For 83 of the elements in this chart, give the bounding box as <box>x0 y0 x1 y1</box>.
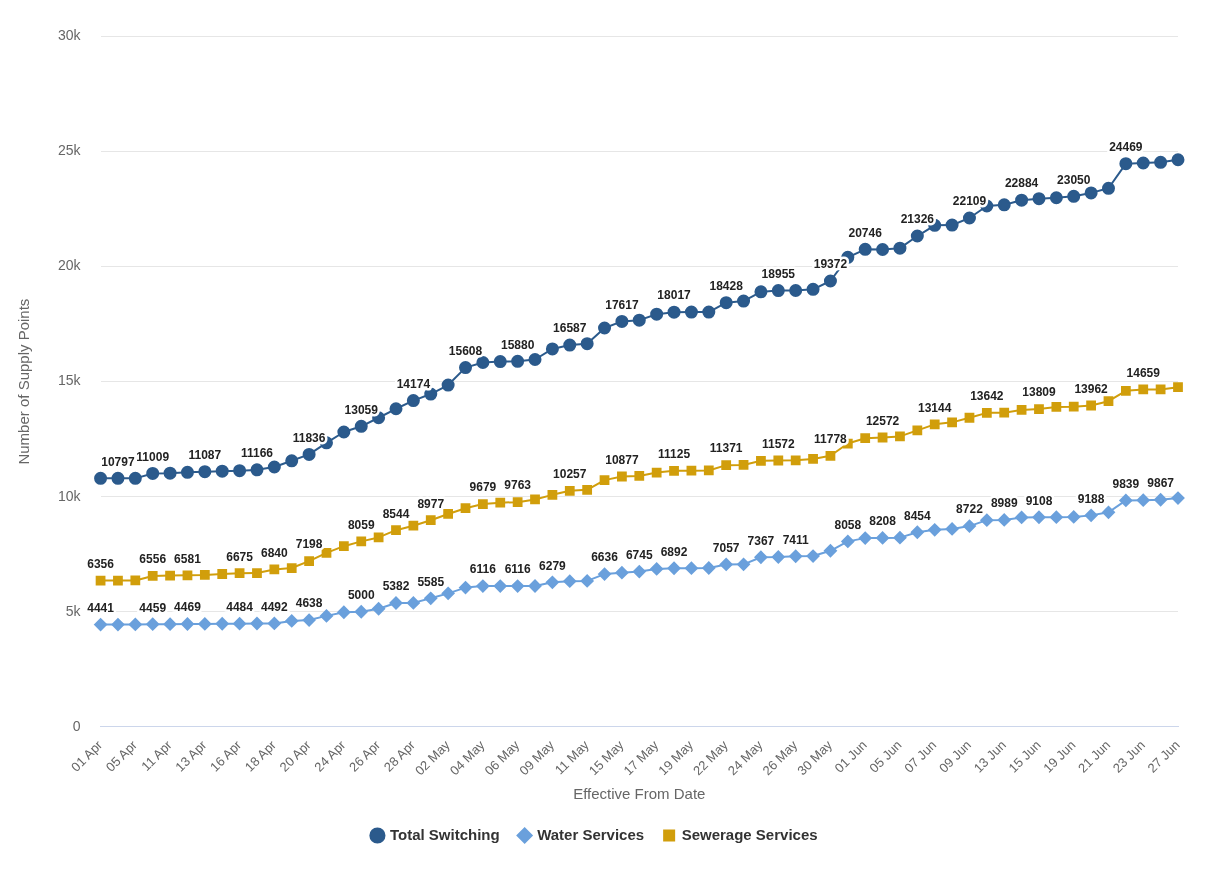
y-tick-label: 30k <box>57 27 82 44</box>
data-label: 15880 <box>500 337 535 352</box>
y-tick-label: 0 <box>72 717 81 734</box>
data-label: 6279 <box>539 558 567 573</box>
data-label: 9867 <box>1147 476 1175 491</box>
data-label: 6840 <box>261 545 289 560</box>
data-label: 7367 <box>747 533 775 548</box>
data-label: 6745 <box>625 547 653 562</box>
data-label: 9839 <box>1112 476 1140 491</box>
data-label: 5000 <box>347 588 375 603</box>
data-label: 13144 <box>918 400 952 415</box>
data-label: 4492 <box>261 599 289 614</box>
data-label: 8058 <box>834 517 862 532</box>
data-label: 9108 <box>1025 493 1053 508</box>
data-label: 7411 <box>782 532 810 547</box>
data-label: 8454 <box>903 508 931 523</box>
data-label: 8989 <box>990 496 1018 511</box>
data-label: 4638 <box>295 596 323 611</box>
data-label: 8977 <box>417 496 445 511</box>
x-axis-title: Effective From Date <box>573 785 706 803</box>
data-label: 10257 <box>553 467 587 482</box>
data-label: 13642 <box>970 389 1004 404</box>
data-label: 11778 <box>814 432 848 447</box>
y-axis-title: Number of Supply Points <box>15 298 33 465</box>
data-label: 11125 <box>658 447 691 462</box>
data-label: 6636 <box>591 550 619 565</box>
data-label: 7198 <box>295 537 323 552</box>
data-label: 4469 <box>174 600 202 615</box>
legend-label: Total Switching <box>389 825 500 843</box>
y-tick-label: 15k <box>57 372 82 389</box>
data-label: 4459 <box>139 600 167 615</box>
data-label: 8208 <box>869 514 897 529</box>
data-label: 20746 <box>848 225 883 240</box>
x-tick-label: 26 Apr <box>346 736 384 775</box>
data-label: 6356 <box>87 556 115 571</box>
data-label: 18428 <box>709 279 744 294</box>
data-label: 6116 <box>469 562 497 577</box>
data-label: 24469 <box>1109 140 1143 154</box>
data-label: 14174 <box>396 376 431 391</box>
legend-label: Water Services <box>537 825 645 843</box>
data-label: 13059 <box>344 402 379 417</box>
data-label: 6675 <box>226 549 254 564</box>
data-label: 11572 <box>761 436 795 451</box>
data-label: 16587 <box>553 321 587 336</box>
data-label: 21326 <box>900 212 935 227</box>
data-label: 9188 <box>1077 491 1105 506</box>
data-label: 23050 <box>1057 172 1091 187</box>
data-label: 10877 <box>605 452 639 467</box>
data-label: 6556 <box>139 552 167 567</box>
data-label: 9679 <box>469 480 497 495</box>
y-tick-label: 20k <box>57 257 82 274</box>
data-label: 17617 <box>605 297 639 312</box>
data-label: 8544 <box>382 506 410 521</box>
y-tick-label: 5k <box>65 602 82 619</box>
data-label: 5382 <box>382 579 410 594</box>
data-label: 11836 <box>292 430 326 445</box>
data-label: 8059 <box>347 517 375 532</box>
data-label: 7057 <box>712 540 740 555</box>
data-label: 4484 <box>226 599 254 614</box>
data-label: 18017 <box>657 288 692 303</box>
data-label: 11371 <box>709 441 743 456</box>
data-label: 22884 <box>1004 176 1039 191</box>
y-tick-label: 10k <box>57 487 82 504</box>
data-label: 4441 <box>87 600 115 615</box>
data-label: 11009 <box>136 449 170 464</box>
legend-label: Sewerage Services <box>681 825 818 843</box>
data-label: 14659 <box>1126 365 1161 380</box>
data-label: 11166 <box>240 446 274 461</box>
data-label: 6116 <box>504 562 531 577</box>
data-label: 11087 <box>188 447 222 462</box>
data-label: 8722 <box>956 502 984 517</box>
data-label: 13962 <box>1074 381 1109 396</box>
data-label: 6892 <box>660 544 688 559</box>
data-label: 10797 <box>101 454 135 469</box>
data-label: 5585 <box>417 574 445 589</box>
data-label: 22109 <box>952 194 987 209</box>
y-tick-label: 25k <box>57 142 82 159</box>
data-label: 12572 <box>865 413 900 428</box>
data-label: 6581 <box>174 551 202 566</box>
data-label: 18955 <box>761 266 796 281</box>
data-label: 15608 <box>448 343 483 358</box>
data-label: 9763 <box>504 478 532 493</box>
data-label: 13809 <box>1022 385 1056 400</box>
